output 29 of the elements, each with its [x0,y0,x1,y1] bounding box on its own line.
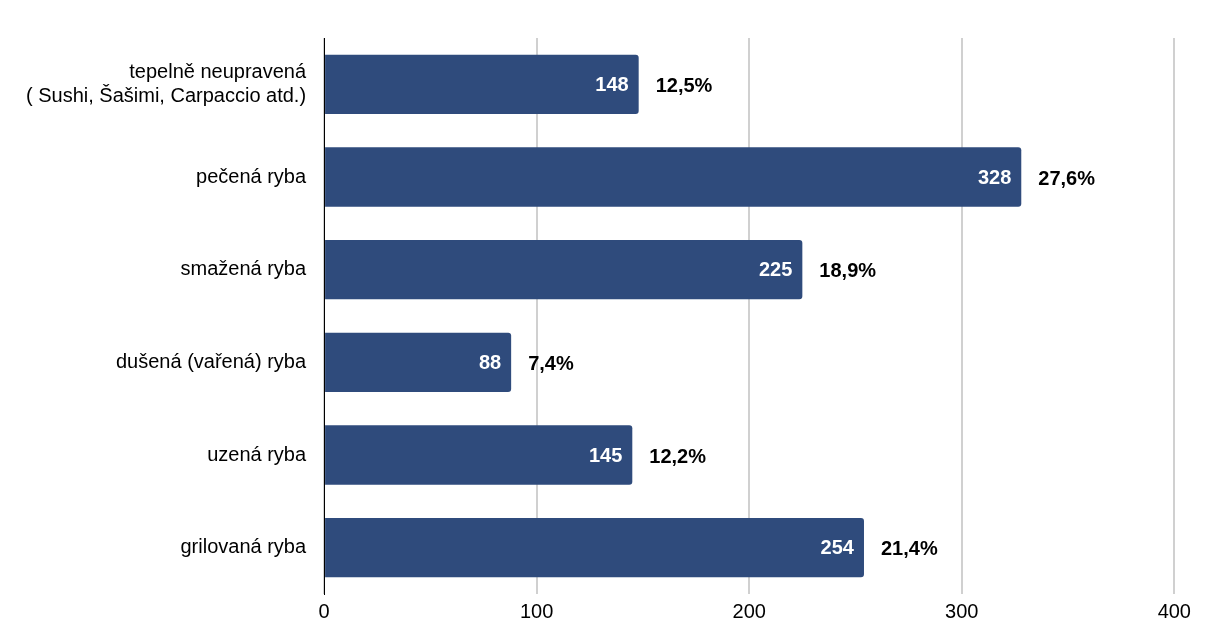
y-tick-label: grilovaná ryba [180,535,307,558]
bar [325,240,803,300]
y-tick-label: dušená (vařená) ryba [115,349,307,372]
y-tick-label: smažená ryba [180,257,307,280]
bar [325,54,639,114]
annotation: 27,6% [1038,166,1096,189]
bar [325,518,864,578]
bar [325,425,633,485]
data-label: 225 [758,258,793,281]
annotation: 7,4% [528,351,574,374]
data-label: 254 [820,536,855,559]
data-label: 328 [977,165,1012,188]
annotation: 18,9% [819,259,877,282]
data-label: 145 [588,443,623,466]
annotation: 12,2% [649,444,707,467]
data-label: 88 [478,350,502,373]
x-tick-label: 100 [519,599,554,622]
y-tick-label: pečená ryba [196,164,307,187]
y-tick-label: tepelně neupravená ( Sushi, Šašimi, Carpaccio atd.) [25,59,307,106]
data-label: 148 [595,72,629,95]
annotation: 21,4% [880,537,938,560]
bar [325,332,512,392]
x-tick-label: 400 [1157,599,1191,622]
x-tick-label: 200 [732,599,766,622]
bar [325,147,1022,207]
x-tick-label: 300 [945,599,979,622]
annotation: 12,5% [655,73,713,96]
y-tick-label: uzená ryba [207,442,307,465]
x-tick-label: 0 [318,599,330,622]
